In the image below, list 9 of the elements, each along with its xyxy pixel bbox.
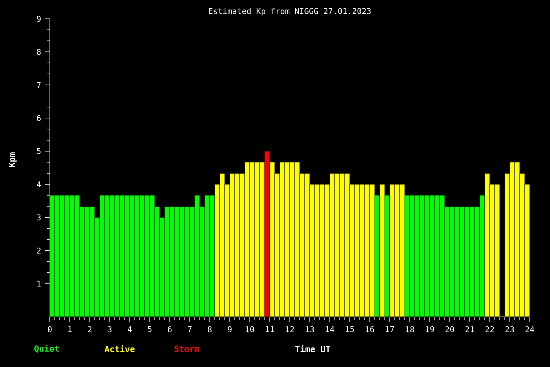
- bar: [410, 195, 416, 318]
- text: Storm: [174, 346, 200, 352]
- y-axis-title: Kpm: [9, 152, 17, 168]
- bar: [390, 184, 396, 318]
- text: Quiet: [34, 344, 60, 354]
- text: Active: [104, 345, 135, 353]
- bar: [380, 184, 386, 318]
- bar: [50, 195, 56, 318]
- x-axis-title: Time UT: [296, 345, 330, 353]
